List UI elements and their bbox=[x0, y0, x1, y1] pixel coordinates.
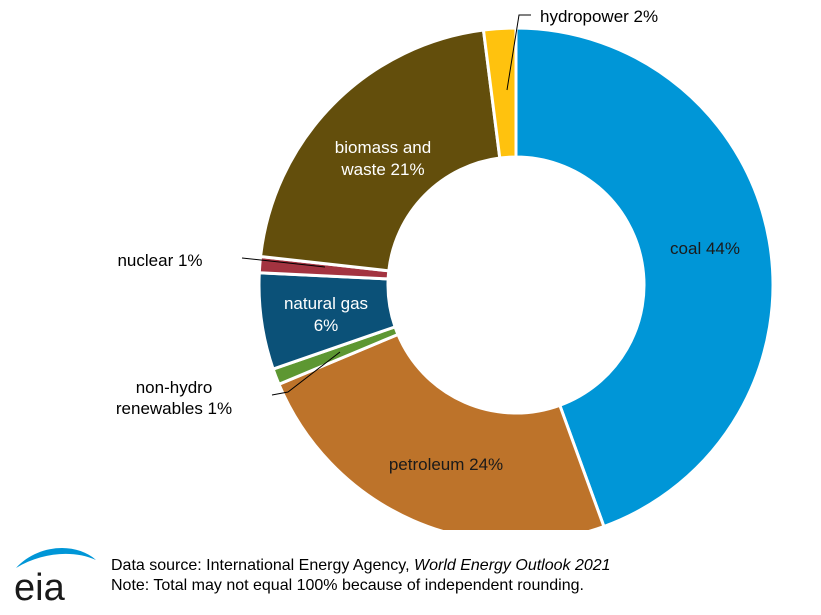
footer: eia Data source: International Energy Ag… bbox=[0, 530, 821, 615]
label-hydropower: hydropower 2% bbox=[540, 7, 658, 26]
eia-logo: eia bbox=[14, 548, 96, 604]
data-source-line: Data source: International Energy Agency… bbox=[111, 556, 611, 576]
donut-chart: coal 44% petroleum 24% biomass and waste… bbox=[116, 7, 775, 530]
label-biomass-line2: waste 21% bbox=[340, 160, 424, 179]
slice-biomass-and-waste bbox=[258, 28, 502, 273]
note-line: Note: Total may not equal 100% because o… bbox=[111, 577, 584, 594]
label-natural-gas-line2: 6% bbox=[314, 316, 339, 335]
label-natural-gas-line1: natural gas bbox=[284, 294, 368, 313]
label-non-hydro-line2: renewables 1% bbox=[116, 399, 232, 418]
slice-hydropower bbox=[481, 26, 518, 160]
label-biomass-line1: biomass and bbox=[335, 138, 431, 157]
label-nuclear: nuclear 1% bbox=[117, 251, 202, 270]
data-source-prefix: Data source: International Energy Agency… bbox=[111, 557, 414, 574]
label-non-hydro-line1: non-hydro bbox=[136, 378, 213, 397]
logo-text: eia bbox=[14, 567, 66, 604]
footer-notes: Data source: International Energy Agency… bbox=[111, 556, 611, 596]
logo-swoosh bbox=[16, 548, 96, 568]
leader-lines bbox=[241, 14, 531, 396]
leader-non-hydro bbox=[271, 351, 341, 396]
label-petroleum: petroleum 24% bbox=[389, 455, 503, 474]
leader-hydropower bbox=[506, 14, 531, 91]
leader-nuclear bbox=[241, 257, 326, 268]
label-coal: coal 44% bbox=[670, 239, 740, 258]
data-source-title: World Energy Outlook 2021 bbox=[414, 557, 611, 574]
slice-petroleum bbox=[276, 332, 606, 530]
slices-group bbox=[257, 26, 775, 530]
slice-coal bbox=[514, 26, 775, 529]
